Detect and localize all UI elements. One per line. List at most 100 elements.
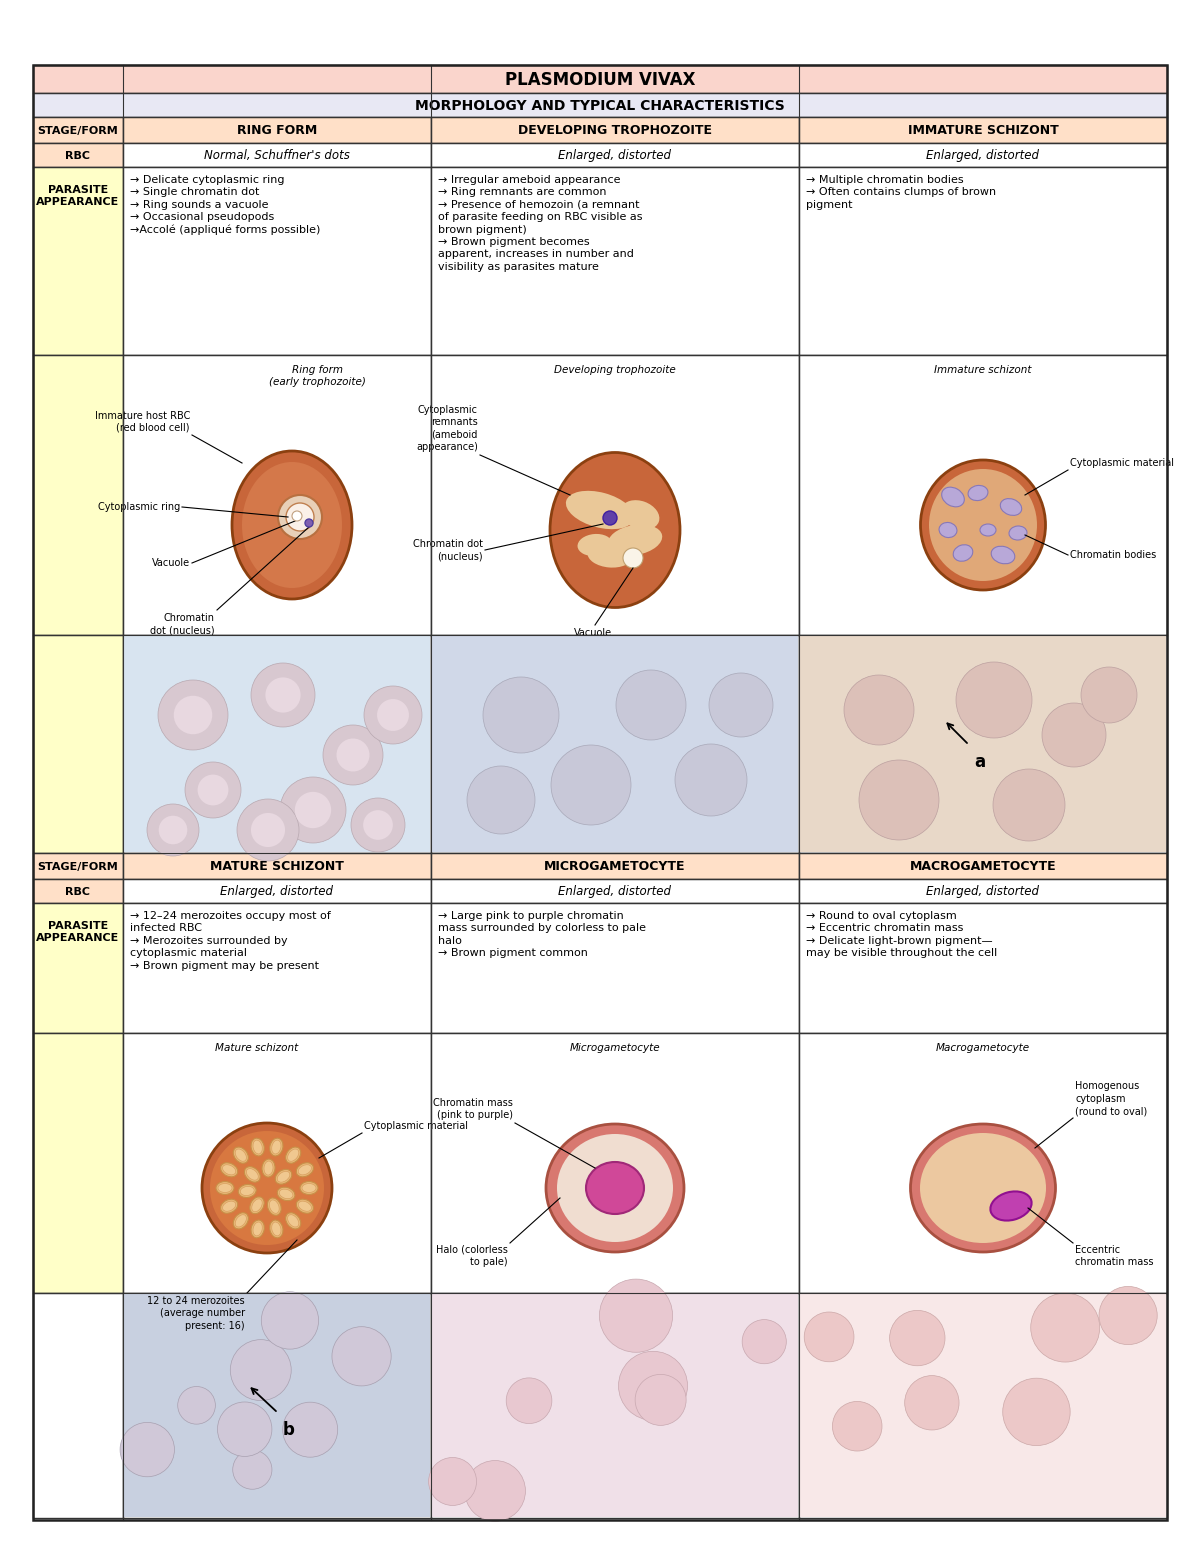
Ellipse shape — [968, 486, 988, 500]
Circle shape — [230, 1340, 292, 1401]
Ellipse shape — [250, 1197, 264, 1214]
Bar — [799, 168, 1166, 356]
Text: Vacuole: Vacuole — [152, 558, 190, 568]
Bar — [431, 116, 799, 143]
Bar — [124, 879, 431, 902]
Bar — [124, 1294, 430, 1517]
Ellipse shape — [588, 542, 632, 567]
Text: PARASITE
APPEARANCE: PARASITE APPEARANCE — [36, 185, 120, 208]
Circle shape — [742, 1320, 786, 1364]
Text: IMMATURE SCHIZONT: IMMATURE SCHIZONT — [907, 124, 1058, 138]
Ellipse shape — [277, 1186, 295, 1200]
Bar — [124, 637, 430, 853]
Text: → Round to oval cytoplasm
→ Eccentric chromatin mass
→ Delicate light-brown pigm: → Round to oval cytoplasm → Eccentric ch… — [806, 912, 997, 958]
Bar — [799, 1033, 1166, 1294]
Circle shape — [158, 680, 228, 750]
Text: Homogenous
cytoplasm
(round to oval): Homogenous cytoplasm (round to oval) — [1075, 1081, 1147, 1117]
Ellipse shape — [566, 491, 634, 530]
Circle shape — [364, 686, 422, 744]
Bar — [124, 1033, 431, 1294]
Ellipse shape — [991, 547, 1015, 564]
Ellipse shape — [286, 1148, 301, 1163]
Ellipse shape — [233, 1148, 248, 1163]
Circle shape — [674, 744, 746, 815]
Circle shape — [464, 1460, 526, 1522]
Circle shape — [905, 1376, 959, 1430]
Ellipse shape — [235, 1149, 246, 1162]
Ellipse shape — [920, 460, 1045, 590]
Text: Enlarged, distorted: Enlarged, distorted — [558, 149, 672, 163]
Ellipse shape — [253, 1222, 263, 1236]
Ellipse shape — [557, 1134, 673, 1242]
Ellipse shape — [1001, 499, 1021, 516]
Circle shape — [148, 804, 199, 856]
Ellipse shape — [240, 1186, 254, 1196]
Text: Chromatin
dot (nucleus): Chromatin dot (nucleus) — [150, 613, 215, 635]
Ellipse shape — [232, 450, 352, 599]
Text: a: a — [974, 753, 985, 770]
Text: RBC: RBC — [66, 151, 90, 162]
Text: Chromatin dot
(nucleus): Chromatin dot (nucleus) — [413, 539, 482, 561]
Text: Enlarged, distorted: Enlarged, distorted — [558, 885, 672, 899]
Ellipse shape — [246, 1168, 258, 1180]
Bar — [124, 1294, 431, 1517]
Circle shape — [174, 696, 212, 735]
Text: Microgametocyte: Microgametocyte — [570, 1044, 660, 1053]
Text: → Delicate cytoplasmic ring
→ Single chromatin dot
→ Ring sounds a vacuole
→ Occ: → Delicate cytoplasmic ring → Single chr… — [130, 175, 320, 235]
Ellipse shape — [953, 545, 973, 561]
Ellipse shape — [929, 469, 1037, 581]
Circle shape — [1081, 666, 1138, 724]
Text: PLASMODIUM VIVAX: PLASMODIUM VIVAX — [505, 71, 695, 89]
Text: MATURE SCHIZONT: MATURE SCHIZONT — [210, 860, 344, 873]
Circle shape — [292, 511, 302, 520]
Text: Developing trophozoite: Developing trophozoite — [554, 365, 676, 374]
Text: RING FORM: RING FORM — [236, 124, 317, 138]
Text: STAGE/FORM: STAGE/FORM — [37, 862, 119, 871]
Circle shape — [506, 1378, 552, 1424]
Circle shape — [635, 1374, 686, 1426]
Bar — [34, 116, 124, 143]
Text: → Large pink to purple chromatin
mass surrounded by colorless to pale
halo
→ Bro: → Large pink to purple chromatin mass su… — [438, 912, 646, 958]
Bar — [799, 879, 1166, 902]
Circle shape — [889, 1311, 946, 1365]
Ellipse shape — [990, 1191, 1032, 1221]
Bar — [34, 879, 124, 902]
Bar — [34, 143, 124, 168]
Bar — [124, 853, 431, 879]
Ellipse shape — [586, 1162, 644, 1214]
Ellipse shape — [288, 1149, 299, 1162]
Ellipse shape — [550, 452, 680, 607]
Circle shape — [120, 1423, 174, 1477]
Text: b: b — [283, 1421, 295, 1440]
Ellipse shape — [911, 1124, 1056, 1252]
Circle shape — [251, 663, 314, 727]
Bar — [431, 1033, 799, 1294]
Circle shape — [600, 1280, 673, 1353]
Ellipse shape — [942, 488, 965, 506]
Text: Cytoplasmic material: Cytoplasmic material — [364, 1121, 468, 1131]
Circle shape — [251, 812, 286, 846]
Ellipse shape — [264, 1162, 274, 1176]
Ellipse shape — [271, 1222, 281, 1236]
Ellipse shape — [288, 1214, 299, 1227]
Bar — [124, 902, 431, 1033]
Bar — [124, 168, 431, 356]
Bar — [431, 1294, 799, 1517]
Ellipse shape — [239, 1185, 256, 1197]
Ellipse shape — [210, 1131, 324, 1246]
Ellipse shape — [242, 461, 342, 589]
Ellipse shape — [235, 1214, 246, 1227]
Text: → Multiple chromatin bodies
→ Often contains clumps of brown
pigment: → Multiple chromatin bodies → Often cont… — [806, 175, 996, 210]
Ellipse shape — [245, 1166, 260, 1182]
Circle shape — [1042, 704, 1106, 767]
Ellipse shape — [277, 1171, 290, 1182]
Text: → Irregular ameboid appearance
→ Ring remnants are common
→ Presence of hemozoin: → Irregular ameboid appearance → Ring re… — [438, 175, 642, 272]
Ellipse shape — [620, 500, 659, 530]
Text: 12 to 24 merozoites
(average number
present: 16): 12 to 24 merozoites (average number pres… — [148, 1297, 245, 1331]
Text: DEVELOPING TROPHOZOITE: DEVELOPING TROPHOZOITE — [518, 124, 712, 138]
Bar — [34, 168, 124, 356]
Ellipse shape — [299, 1165, 312, 1174]
Text: Enlarged, distorted: Enlarged, distorted — [926, 149, 1039, 163]
Ellipse shape — [296, 1163, 313, 1177]
Circle shape — [377, 699, 409, 731]
